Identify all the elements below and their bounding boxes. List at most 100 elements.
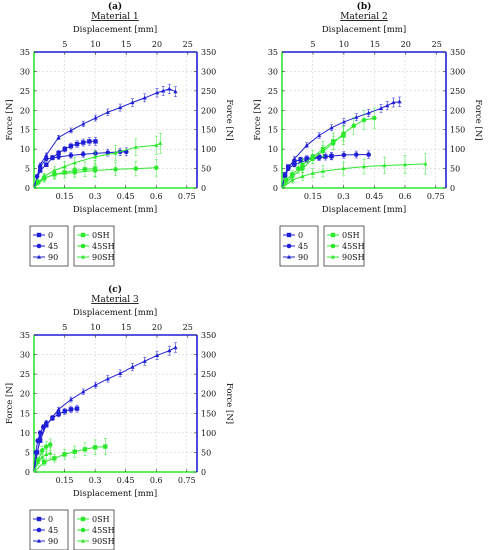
legend-label: 0SH: [342, 231, 360, 240]
top-tick-label: 25: [432, 40, 442, 49]
legend-marker: [80, 243, 86, 249]
bottom-tick-label: 0.75: [427, 192, 445, 201]
bottom-tick-label: 0.6: [150, 192, 163, 201]
data-point: [142, 95, 147, 100]
legend-item-90SH: 90SH: [77, 537, 115, 546]
data-point: [133, 144, 138, 149]
data-point: [68, 407, 74, 412]
legend-item-45: 45: [283, 242, 308, 251]
legend-marker: [330, 254, 336, 259]
legend-label: 45: [48, 526, 58, 535]
chart-panel-2: (b)Material 2 Displacement [mm] 0 5 10 15 20 25…: [253, 1, 483, 267]
data-point: [320, 148, 326, 154]
legend-label: 90SH: [92, 253, 115, 262]
data-point: [44, 422, 49, 427]
legend-item-90: 90: [33, 537, 58, 546]
top-axis-label: Displacement [mm]: [322, 25, 406, 35]
data-point: [296, 166, 301, 171]
top-tick-label: 10: [339, 40, 349, 49]
data-point: [300, 166, 305, 171]
data-point: [93, 154, 98, 159]
data-point: [52, 168, 57, 173]
series-line: [33, 142, 161, 189]
data-point: [173, 345, 178, 350]
data-point: [81, 140, 86, 145]
data-point: [37, 438, 43, 443]
legend-label: 0: [48, 231, 53, 240]
left-tick-label: 0: [25, 184, 30, 193]
right-axis-label: Force [N]: [224, 383, 234, 424]
data-point: [72, 449, 77, 454]
top-tick-label: 5: [62, 40, 67, 49]
legend-marker: [330, 232, 336, 238]
legend-item-0: 0: [33, 515, 53, 524]
data-point: [80, 151, 86, 157]
right-tick-label: 200: [450, 106, 465, 115]
right-tick-label: 350: [201, 48, 216, 57]
data-point: [113, 167, 118, 172]
data-point: [39, 448, 45, 453]
data-point: [38, 162, 43, 167]
data-point: [93, 139, 98, 144]
legend-marker: [36, 527, 42, 533]
right-tick-label: 200: [201, 390, 216, 399]
top-axis-label: Displacement [mm]: [73, 308, 157, 318]
top-axis-label: Displacement [mm]: [73, 25, 157, 35]
bottom-tick-label: 0.45: [117, 192, 135, 201]
data-point: [68, 397, 74, 402]
data-point: [371, 115, 377, 121]
series-90SH: [281, 153, 428, 189]
panel-label: (b): [357, 1, 372, 12]
right-axis-label: Force [N]: [473, 99, 483, 140]
right-tick-label: 0: [201, 184, 206, 193]
series-90: [281, 96, 402, 189]
legend-marker: [80, 516, 86, 522]
data-point: [68, 153, 74, 158]
data-point: [317, 133, 322, 138]
legend-item-0: 0: [33, 231, 53, 240]
legend-item-90SH: 90SH: [327, 253, 365, 262]
data-point: [81, 121, 86, 126]
legend-label: 0: [298, 231, 303, 240]
right-tick-label: 350: [201, 331, 216, 340]
data-point: [283, 178, 289, 183]
data-point: [62, 170, 67, 175]
data-point: [68, 143, 74, 149]
data-point: [391, 100, 396, 105]
legend-marker: [80, 232, 86, 238]
x-axis-label: Displacement [mm]: [73, 205, 157, 215]
right-tick-label: 100: [201, 145, 216, 154]
data-point: [130, 364, 135, 369]
data-point: [133, 166, 139, 171]
series-90: [33, 342, 178, 473]
legend-label: 90: [48, 253, 58, 262]
series-line: [33, 347, 176, 473]
left-tick-label: 30: [268, 67, 278, 76]
right-tick-label: 200: [201, 106, 216, 115]
data-point: [361, 117, 367, 123]
legend-label: 45: [48, 242, 58, 251]
top-tick-label: 25: [183, 323, 193, 332]
data-point: [62, 452, 67, 457]
top-tick-label: 5: [310, 40, 315, 49]
data-point: [48, 450, 53, 455]
data-point: [92, 168, 98, 173]
right-tick-label: 150: [450, 126, 465, 135]
data-point: [397, 99, 402, 104]
panel-title: Material 3: [91, 295, 139, 305]
data-point: [402, 162, 408, 167]
left-tick-label: 30: [20, 67, 30, 76]
legend-item-0SH: 0SH: [77, 515, 110, 524]
data-point: [153, 165, 159, 171]
data-point: [385, 103, 390, 108]
legend: 0 45 90 0SH 45SH 90SH: [29, 509, 115, 550]
legend-item-45SH: 45SH: [77, 242, 115, 251]
series-45SH: [33, 159, 159, 189]
data-point: [44, 162, 49, 167]
left-tick-label: 25: [20, 370, 30, 379]
left-tick-label: 10: [268, 145, 278, 154]
legend-marker: [80, 254, 86, 259]
legend-item-45: 45: [33, 242, 58, 251]
data-point: [154, 353, 160, 357]
left-tick-label: 0: [273, 184, 278, 193]
